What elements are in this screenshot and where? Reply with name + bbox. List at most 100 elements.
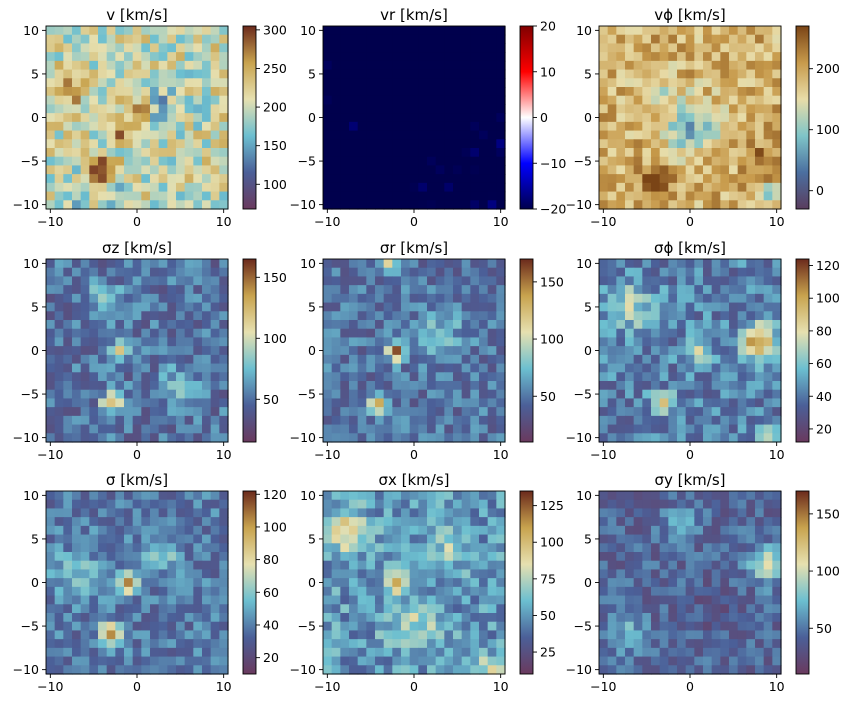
heatmap-cell <box>141 433 151 443</box>
heatmap-cell <box>711 543 721 553</box>
heatmap-cell <box>357 613 367 623</box>
heatmap-cell <box>772 200 782 210</box>
heatmap-cell <box>763 52 773 62</box>
heatmap-cell <box>54 525 64 536</box>
heatmap-cell <box>461 328 471 339</box>
heatmap-cell <box>193 354 203 365</box>
heatmap-cell <box>331 95 341 106</box>
y-tick-label: 0 <box>31 343 39 358</box>
heatmap-cell <box>470 346 480 356</box>
colorbar-tick-label: 150 <box>816 506 840 521</box>
heatmap-cell <box>340 508 350 518</box>
heatmap-cell <box>746 200 756 210</box>
heatmap-cell <box>677 499 687 510</box>
heatmap-cell <box>659 78 669 88</box>
heatmap-cell <box>616 191 626 201</box>
heatmap-cell <box>729 363 739 373</box>
heatmap-cell <box>219 148 229 158</box>
heatmap-cell <box>115 499 125 510</box>
heatmap-cell <box>607 389 617 400</box>
heatmap-cell <box>98 604 108 614</box>
heatmap-cell <box>729 534 739 544</box>
heatmap-cell <box>427 78 437 88</box>
heatmap-cell <box>401 139 411 149</box>
heatmap-cell <box>737 647 747 658</box>
heatmap-cell <box>685 491 695 501</box>
heatmap-cell <box>115 346 125 356</box>
heatmap-cell <box>703 433 713 443</box>
heatmap-cell <box>755 302 765 312</box>
heatmap-cell <box>453 259 463 269</box>
heatmap-cell <box>98 130 108 140</box>
heatmap-cell <box>496 604 506 614</box>
heatmap-cell <box>375 182 385 193</box>
heatmap-cell <box>755 113 765 123</box>
heatmap-cell <box>616 285 626 295</box>
heatmap-cell <box>720 560 730 571</box>
heatmap-cell <box>642 398 652 408</box>
x-tick-label: 0 <box>133 679 141 694</box>
heatmap-cell <box>98 95 108 106</box>
heatmap-cell <box>711 148 721 158</box>
heatmap-cell <box>63 508 73 518</box>
heatmap-cell <box>54 87 64 97</box>
heatmap-cell <box>616 552 626 562</box>
heatmap-cell <box>366 34 376 45</box>
heatmap-cell <box>219 424 229 434</box>
heatmap-cell <box>720 647 730 658</box>
heatmap-cell <box>479 621 489 632</box>
heatmap-cell <box>418 34 428 45</box>
heatmap-cell <box>340 200 350 210</box>
heatmap-cell <box>340 259 350 269</box>
heatmap-cell <box>737 293 747 304</box>
heatmap-cell <box>219 311 229 321</box>
heatmap-cell <box>625 174 635 184</box>
heatmap-cell <box>720 113 730 123</box>
heatmap-cell <box>720 259 730 269</box>
heatmap-cell <box>763 613 773 623</box>
heatmap-cell <box>703 491 713 501</box>
heatmap-cell <box>392 346 402 356</box>
heatmap-cell <box>158 656 168 666</box>
heatmap-cell <box>659 182 669 193</box>
heatmap-cell <box>54 363 64 373</box>
heatmap-cell <box>418 139 428 149</box>
heatmap-cell <box>202 346 212 356</box>
heatmap-cell <box>729 346 739 356</box>
heatmap-cell <box>392 328 402 339</box>
heatmap-cell <box>444 285 454 295</box>
heatmap-cell <box>202 569 212 579</box>
heatmap-cell <box>80 424 90 434</box>
heatmap-cell <box>357 113 367 123</box>
heatmap-cell <box>383 499 393 510</box>
heatmap-cell <box>184 354 194 365</box>
heatmap-cell <box>625 26 635 36</box>
heatmap-cell <box>496 328 506 339</box>
heatmap-cell <box>193 328 203 339</box>
heatmap-cell <box>461 165 471 175</box>
heatmap-cell <box>184 363 194 373</box>
heatmap-cell <box>651 508 661 518</box>
heatmap-cell <box>677 182 687 193</box>
heatmap-cell <box>703 517 713 527</box>
heatmap-cell <box>616 139 626 149</box>
heatmap-cell <box>210 259 220 269</box>
heatmap-cell <box>659 285 669 295</box>
panel-title: σy [km/s] <box>654 471 725 489</box>
heatmap-cell <box>599 276 609 286</box>
heatmap-cell <box>176 276 186 286</box>
heatmap-cell <box>755 639 765 649</box>
heatmap-cell <box>470 569 480 579</box>
heatmap-cell <box>625 113 635 123</box>
heatmap-cell <box>63 113 73 123</box>
heatmap-cell <box>599 337 609 347</box>
heatmap-cell <box>729 647 739 658</box>
heatmap-cell <box>184 552 194 562</box>
heatmap-cell <box>124 95 134 106</box>
heatmap-cell <box>711 398 721 408</box>
heatmap-cell <box>694 639 704 649</box>
heatmap-cell <box>98 381 108 391</box>
heatmap-cell <box>150 525 160 536</box>
heatmap-cell <box>357 328 367 339</box>
heatmap-cell <box>54 104 64 114</box>
